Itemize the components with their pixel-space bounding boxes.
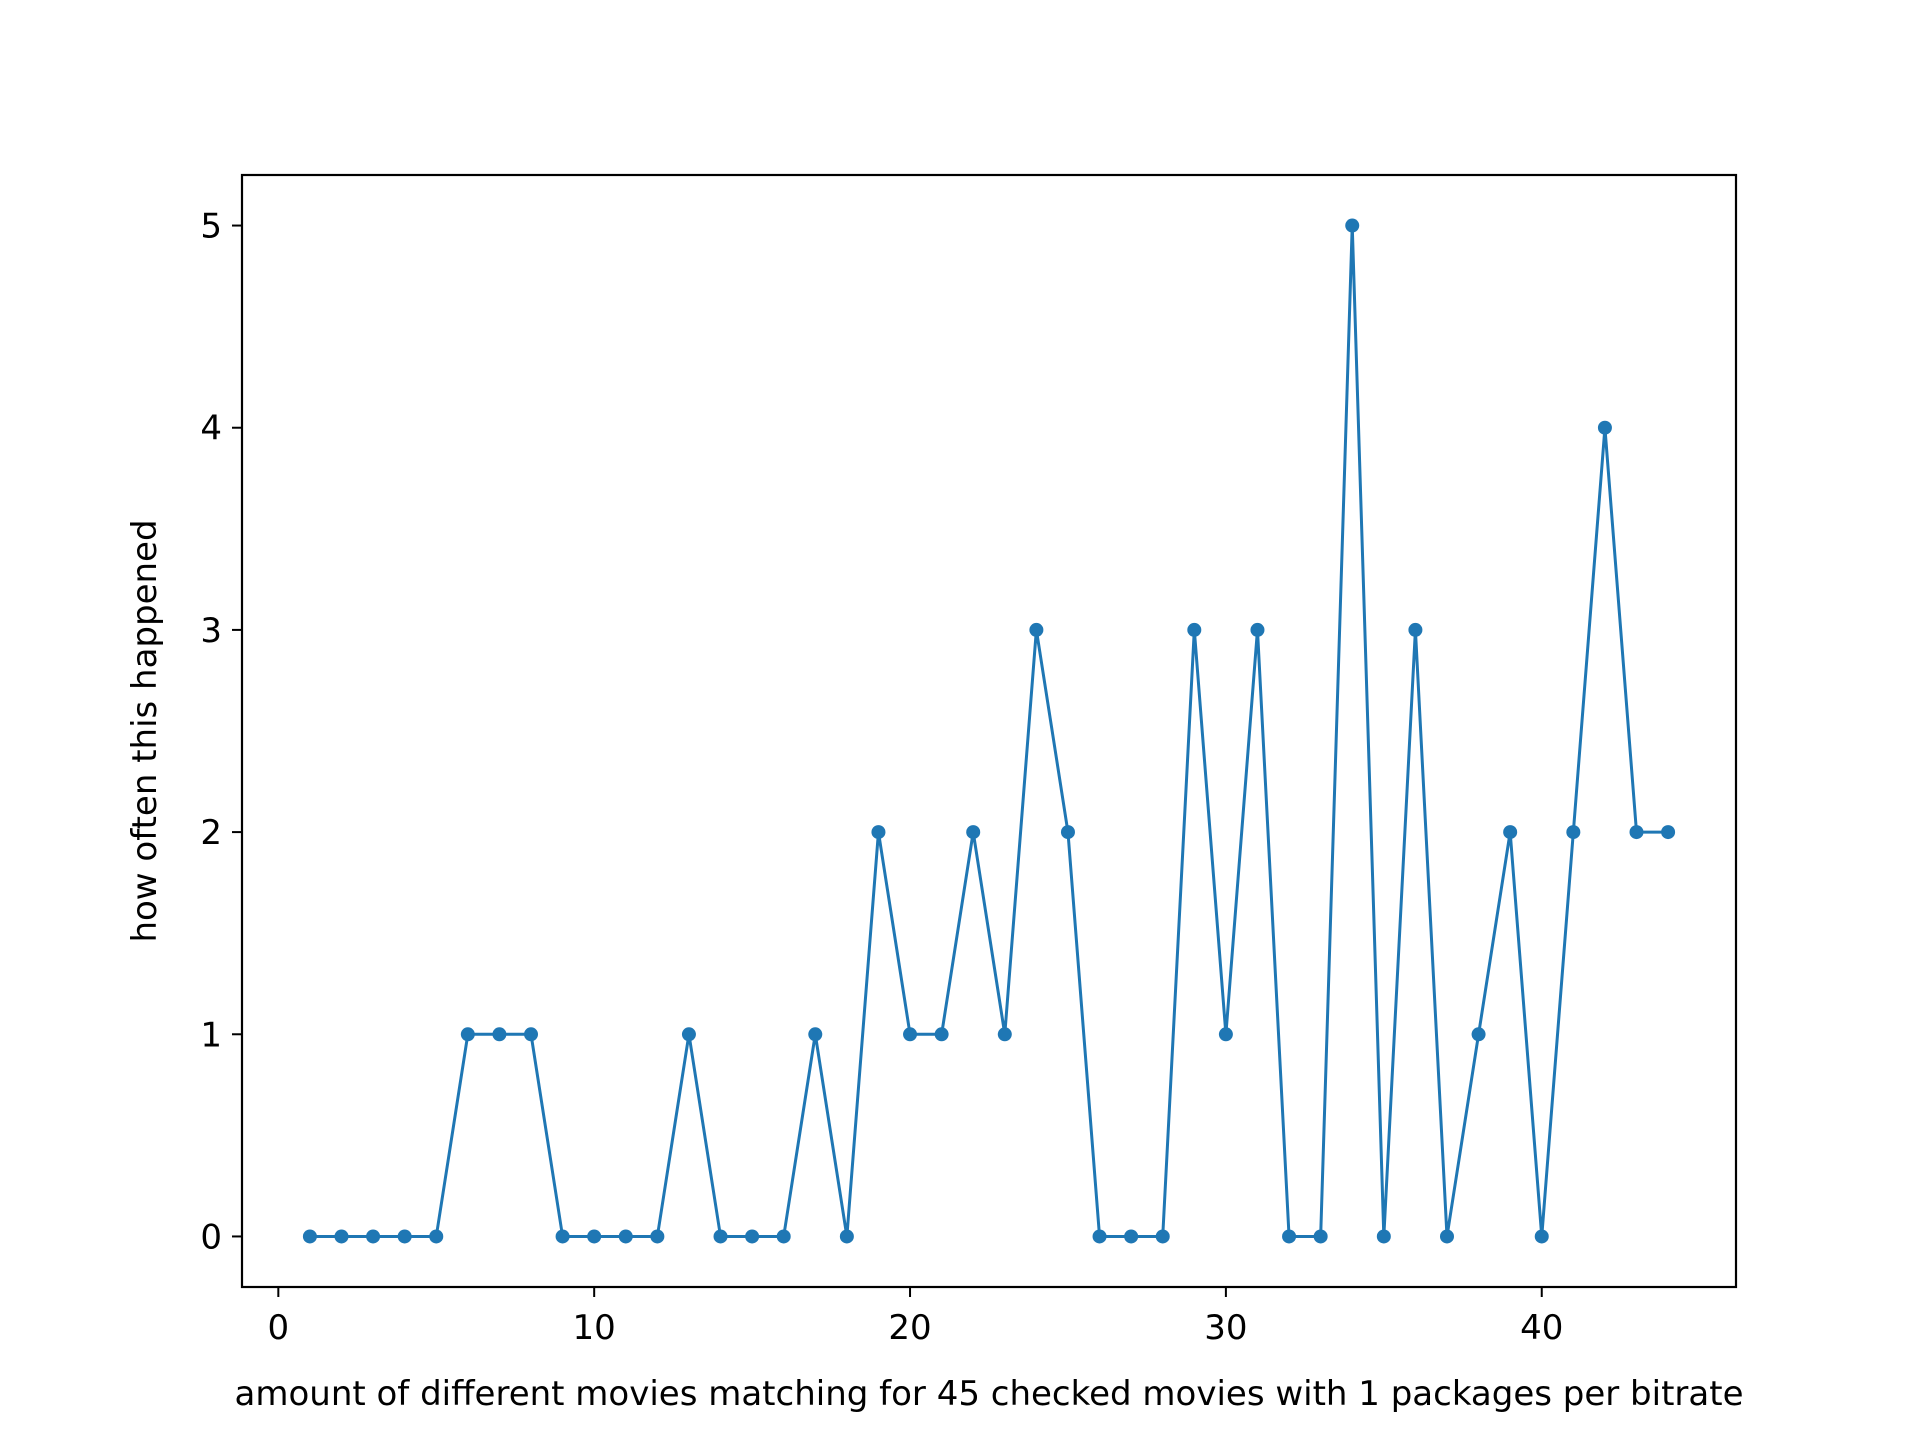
data-point: [1629, 825, 1644, 840]
data-point: [555, 1229, 570, 1244]
x-tick-label: 40: [1520, 1308, 1563, 1348]
data-point: [618, 1229, 633, 1244]
x-tick-label: 20: [888, 1308, 931, 1348]
series-line: [309, 224, 1669, 1238]
data-point: [1155, 1229, 1170, 1244]
plot-area: [302, 218, 1676, 1244]
data-point: [524, 1027, 539, 1042]
data-point: [650, 1229, 665, 1244]
y-tick-label: 3: [200, 611, 222, 651]
y-tick-label: 0: [200, 1217, 222, 1257]
data-point: [1218, 1027, 1233, 1042]
x-axis-label: amount of different movies matching for …: [235, 1374, 1744, 1414]
x-tick-label: 0: [268, 1308, 290, 1348]
x-tick-label: 10: [573, 1308, 616, 1348]
y-axis: 0 1 2 3 4 5: [200, 207, 242, 1257]
data-point: [1376, 1229, 1391, 1244]
y-tick-label: 2: [200, 813, 222, 853]
data-point: [397, 1229, 412, 1244]
x-tick-label: 30: [1204, 1308, 1247, 1348]
data-point: [1503, 825, 1518, 840]
data-point: [460, 1027, 475, 1042]
data-point: [776, 1229, 791, 1244]
data-point: [997, 1027, 1012, 1042]
data-point: [934, 1027, 949, 1042]
data-point: [839, 1229, 854, 1244]
y-tick-label: 4: [200, 409, 222, 449]
data-point: [713, 1229, 728, 1244]
data-point: [1439, 1229, 1454, 1244]
y-axis-label: how often this happened: [125, 519, 165, 942]
data-point: [1534, 1229, 1549, 1244]
data-point: [871, 825, 886, 840]
data-point: [745, 1229, 760, 1244]
data-point: [1282, 1229, 1297, 1244]
data-point: [1471, 1027, 1486, 1042]
data-point: [366, 1229, 381, 1244]
y-tick-label: 1: [200, 1015, 222, 1055]
y-tick-label: 5: [200, 207, 222, 247]
data-point: [903, 1027, 918, 1042]
data-point: [1597, 420, 1612, 435]
data-point: [1060, 825, 1075, 840]
data-point: [302, 1229, 317, 1244]
data-point: [1124, 1229, 1139, 1244]
data-point: [681, 1027, 696, 1042]
data-point: [966, 825, 981, 840]
data-point: [492, 1027, 507, 1042]
data-point: [1250, 622, 1265, 637]
data-point: [587, 1229, 602, 1244]
data-point: [1313, 1229, 1328, 1244]
axes-frame: [240, 173, 1738, 1289]
data-point: [808, 1027, 823, 1042]
x-axis: 0 10 20 30 40: [268, 1287, 1563, 1348]
data-point: [1029, 622, 1044, 637]
data-point: [1092, 1229, 1107, 1244]
data-point: [1345, 218, 1360, 233]
data-point: [1566, 825, 1581, 840]
data-point: [334, 1229, 349, 1244]
data-point: [429, 1229, 444, 1244]
data-point: [1408, 622, 1423, 637]
data-point: [1187, 622, 1202, 637]
data-point: [1661, 825, 1676, 840]
